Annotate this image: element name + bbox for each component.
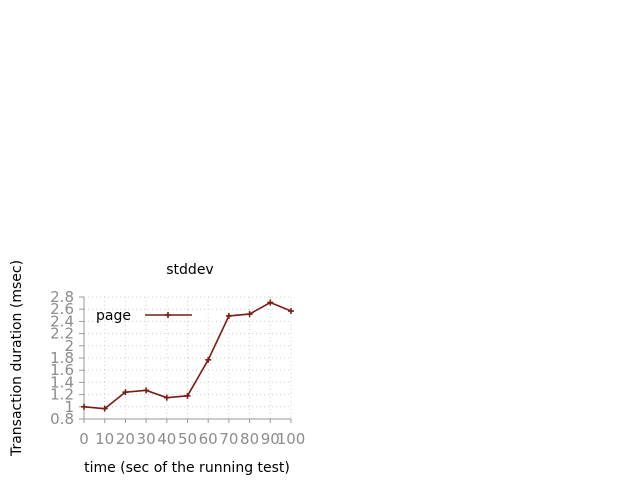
data-point [184,392,191,399]
y-tick-label: 1.6 [50,361,74,379]
x-tick-label: 60 [199,430,218,448]
data-point [81,403,87,410]
y-tick-label: 1.4 [50,373,74,391]
data-point [225,312,232,319]
x-tick-label: 20 [116,430,135,448]
y-tick-label: 1.2 [50,386,74,404]
y-tick-label: 1.8 [50,349,74,367]
data-point [101,405,108,412]
y-axis-ticks: 0.811.21.41.61.822.22.42.62.8 [50,288,84,428]
y-tick-label: 2.8 [50,288,74,306]
data-point [163,394,170,401]
x-tick-label: 100 [277,430,306,448]
y-tick-label: 0.8 [50,410,74,428]
data-point [122,389,129,396]
y-tick-label: 2.4 [50,312,74,330]
data-point [143,387,150,394]
x-tick-label: 0 [79,430,89,448]
x-tick-label: 90 [261,430,280,448]
y-tick-label: 2 [64,337,74,355]
y-tick-label: 1 [64,398,74,416]
series-layer [81,299,294,412]
y-tick-label: 2.2 [50,325,74,343]
x-tick-label: 30 [137,430,156,448]
x-tick-label: 50 [178,430,197,448]
legend: page [96,308,192,324]
data-point [246,311,253,318]
x-tick-label: 70 [219,430,238,448]
x-tick-label: 10 [95,430,114,448]
y-axis-label: Transaction duration (msec) [9,260,25,457]
data-point [205,356,212,363]
legend-label: page [96,308,131,324]
legend-marker [165,312,171,318]
x-axis-label: time (sec of the running test) [84,460,290,476]
y-tick-label: 2.6 [50,300,74,318]
data-point [288,308,294,315]
data-point [267,299,274,306]
x-tick-label: 80 [240,430,259,448]
x-tick-label: 40 [157,430,176,448]
chart-title: stddev [166,262,213,278]
grid-lines [83,296,292,420]
